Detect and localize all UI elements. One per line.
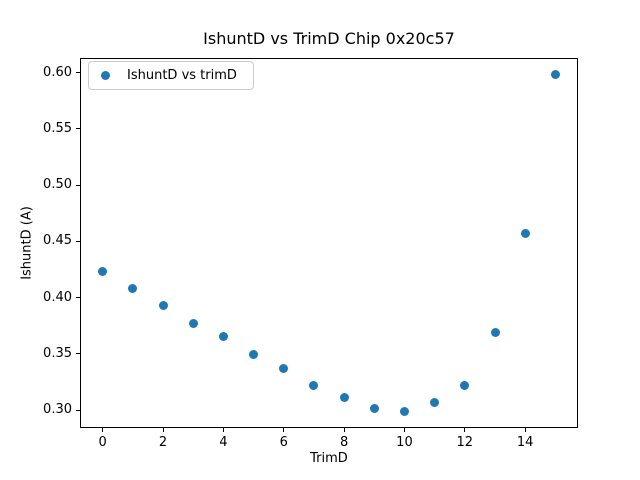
y-tick-label: 0.55	[43, 120, 72, 136]
chart-title: IshuntD vs TrimD Chip 0x20c57	[203, 29, 455, 48]
y-tick-mark	[76, 72, 80, 74]
legend: IshuntD vs trimD	[88, 61, 254, 90]
y-tick-mark	[76, 128, 80, 130]
y-tick-label: 0.35	[43, 345, 72, 361]
data-point	[158, 300, 168, 310]
data-point	[309, 380, 319, 390]
y-tick-label: 0.45	[43, 233, 72, 249]
y-tick-label: 0.60	[43, 64, 72, 80]
x-axis-label: TrimD	[310, 451, 348, 466]
x-tick-mark	[343, 428, 345, 432]
x-tick-mark	[464, 428, 466, 432]
y-tick-mark	[76, 184, 80, 186]
data-point	[98, 267, 108, 277]
data-point	[279, 363, 289, 373]
x-tick-label: 10	[396, 435, 413, 450]
data-point	[430, 397, 440, 407]
data-point	[460, 380, 470, 390]
x-tick-label: 2	[158, 435, 168, 450]
x-tick-mark	[222, 428, 224, 432]
x-tick-label: 14	[516, 435, 534, 450]
legend-marker-icon	[101, 71, 110, 80]
data-point	[520, 228, 530, 238]
data-point	[490, 327, 500, 337]
y-tick-mark	[76, 297, 80, 299]
data-point	[218, 332, 228, 342]
x-tick-label: 4	[219, 435, 228, 450]
data-point	[399, 406, 409, 416]
x-tick-label: 8	[339, 435, 349, 450]
x-tick-label: 6	[279, 435, 288, 450]
x-tick-mark	[403, 428, 405, 432]
x-tick-label: 12	[456, 435, 474, 450]
legend-label: IshuntD vs trimD	[127, 68, 237, 83]
x-tick-mark	[283, 428, 285, 432]
x-tick-mark	[102, 428, 104, 432]
plot-area	[80, 58, 578, 428]
data-point	[249, 350, 259, 360]
data-point	[128, 284, 138, 294]
data-point	[188, 318, 198, 328]
y-tick-label: 0.40	[43, 289, 72, 305]
y-tick-mark	[76, 240, 80, 242]
data-point	[369, 404, 379, 414]
x-tick-label: 0	[98, 435, 107, 450]
x-tick-mark	[162, 428, 164, 432]
data-point	[339, 393, 349, 403]
y-tick-label: 0.50	[43, 177, 72, 193]
y-tick-mark	[76, 409, 80, 411]
data-point	[550, 70, 560, 80]
y-tick-mark	[76, 353, 80, 355]
x-tick-mark	[524, 428, 526, 432]
y-tick-label: 0.30	[43, 402, 72, 417]
